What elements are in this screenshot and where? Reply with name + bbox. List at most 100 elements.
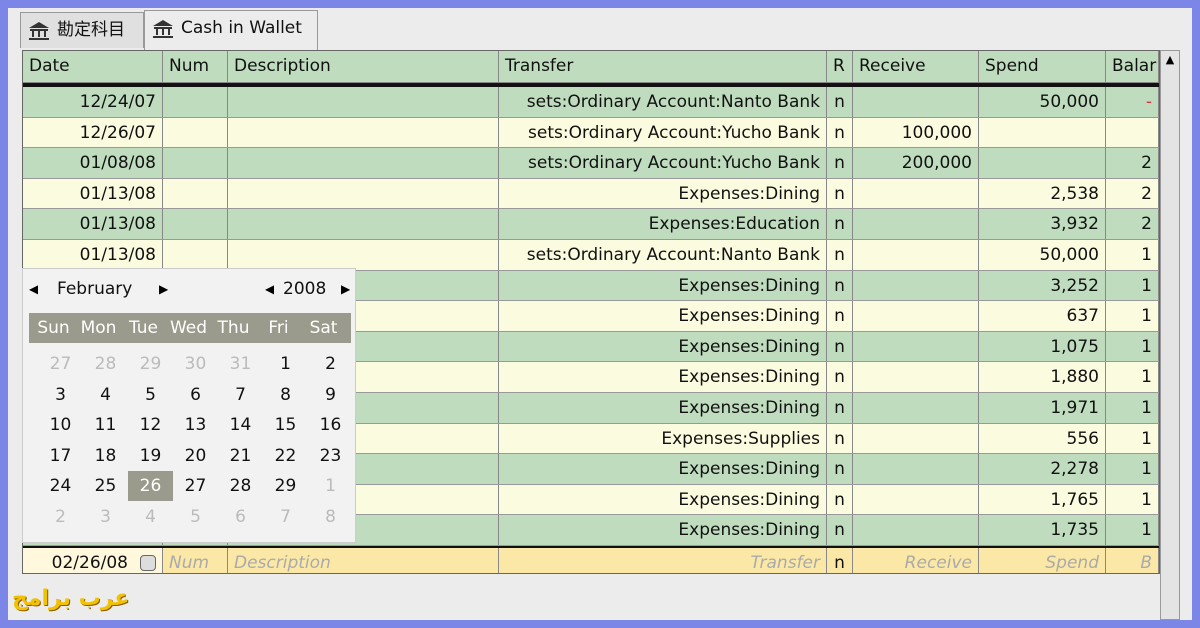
entry-field[interactable]: Num — [163, 548, 228, 573]
day[interactable]: 10 — [49, 415, 72, 435]
register-row[interactable]: 12/26/07 sets:Ordinary Account:Yucho Bank… — [23, 117, 1159, 149]
cell: 3,932 — [979, 209, 1106, 239]
entry-row[interactable]: 02/26/08 Num Description Transfer n Receive Sp… — [23, 546, 1159, 573]
register-row[interactable]: 01/13/08 sets:Ordinary Account:Nanto Bank… — [23, 240, 1159, 271]
day[interactable]: 21 — [229, 445, 252, 466]
day[interactable]: 9 — [325, 384, 336, 405]
cell — [163, 117, 228, 148]
day[interactable]: 28 — [229, 476, 252, 496]
day[interactable]: 27 — [49, 354, 72, 374]
cell: 200,000 — [853, 148, 979, 178]
day[interactable]: 16 — [319, 415, 342, 435]
day[interactable]: 7 — [280, 506, 291, 527]
entry-field[interactable]: Receive — [853, 548, 979, 573]
day[interactable]: 31 — [229, 354, 252, 374]
register-row[interactable]: 01/13/08 Expenses:Dining n 2,538 2 — [23, 178, 1159, 210]
cell: 2,278 — [979, 454, 1106, 484]
day[interactable]: 20 — [184, 445, 207, 466]
cell — [853, 178, 979, 209]
cell — [228, 423, 499, 454]
day[interactable]: 12 — [139, 415, 162, 435]
day[interactable]: 8 — [280, 384, 291, 405]
register-row[interactable]: Expenses:Dining n 1,075 1 — [23, 331, 1159, 363]
day[interactable]: 6 — [190, 384, 201, 405]
day[interactable]: 19 — [139, 445, 162, 466]
day[interactable]: 1 — [280, 354, 291, 374]
day[interactable]: 25 — [94, 476, 117, 496]
day[interactable]: 14 — [229, 415, 252, 435]
tab-active[interactable]: Cash in Wallet — [144, 10, 318, 50]
day[interactable]: 13 — [184, 415, 207, 435]
day[interactable]: 5 — [145, 384, 156, 405]
tab-label: Cash in Wallet — [181, 18, 302, 38]
day[interactable]: 17 — [49, 445, 72, 466]
cell: 1 — [1106, 301, 1159, 331]
cell: Expenses:Dining — [499, 178, 827, 209]
day[interactable]: 15 — [274, 415, 297, 435]
register-row[interactable]: 12/24/07 sets:Ordinary Account:Nanto Bank… — [23, 87, 1159, 118]
cell: 1,971 — [979, 393, 1106, 423]
register: Date Num Description Transfer R Receive Spend B… — [22, 50, 1160, 574]
day[interactable]: 4 — [145, 506, 156, 527]
cell — [228, 148, 499, 178]
cell — [163, 178, 228, 209]
day[interactable]: 5 — [190, 506, 201, 527]
entry-field[interactable]: 02/26/08 — [23, 548, 163, 573]
cell — [853, 240, 979, 270]
cell: - — [1106, 87, 1159, 117]
day[interactable]: 22 — [274, 445, 297, 466]
calendar-button[interactable] — [140, 555, 156, 571]
prev-year[interactable]: ◀ — [265, 282, 275, 296]
day[interactable]: 28 — [94, 354, 117, 374]
next-year[interactable]: ▶ — [341, 282, 351, 296]
weekday: Sat — [309, 318, 338, 338]
day[interactable]: 1 — [325, 476, 336, 496]
day[interactable]: 24 — [49, 476, 72, 496]
day[interactable]: 11 — [94, 415, 117, 435]
cell: Expenses:Dining — [499, 331, 827, 362]
register-row[interactable]: 01/08/08 sets:Ordinary Account:Yucho Bank… — [23, 148, 1159, 179]
entry-field[interactable]: n — [827, 548, 853, 573]
scroll-up[interactable]: ▲ — [1165, 53, 1175, 66]
next-month[interactable]: ▶ — [159, 282, 169, 296]
weekday-bar — [29, 313, 351, 343]
entry-field[interactable]: Spend — [979, 548, 1106, 573]
entry-field[interactable]: Description — [228, 548, 499, 573]
day[interactable]: 4 — [100, 384, 111, 405]
day[interactable]: 6 — [235, 506, 246, 527]
entry-field[interactable]: Transfer — [499, 548, 827, 573]
cell — [163, 209, 228, 239]
day[interactable]: 26 — [128, 471, 173, 501]
calendar-popup: ◀ February ▶ ◀ 2008 ▶ Sun Mon Tue Wed Thu Fri Sat 27 2… — [22, 268, 356, 543]
cell: n — [827, 362, 853, 392]
day[interactable]: 27 — [184, 476, 207, 496]
entry-field[interactable]: B — [1106, 548, 1159, 573]
day[interactable]: 3 — [100, 506, 111, 527]
day[interactable]: 29 — [274, 476, 297, 496]
cell: 01/08/08 — [23, 148, 163, 178]
day[interactable]: 7 — [235, 384, 246, 405]
day[interactable]: 29 — [139, 354, 162, 374]
day[interactable]: 18 — [94, 445, 117, 466]
header-rule — [23, 83, 1159, 87]
prev-month[interactable]: ◀ — [29, 282, 39, 296]
cell: n — [827, 148, 853, 178]
cell — [853, 454, 979, 484]
tab[interactable]: 勘定科目 — [20, 12, 144, 48]
cell: 2 — [1106, 178, 1159, 209]
cell — [163, 148, 228, 178]
cell: 100,000 — [853, 117, 979, 148]
day[interactable]: 8 — [325, 506, 336, 527]
day[interactable]: 3 — [55, 384, 66, 405]
cell: sets:Ordinary Account:Yucho Bank — [499, 148, 827, 178]
day[interactable]: 2 — [325, 354, 336, 374]
column-header: R — [827, 51, 853, 83]
cell: n — [827, 423, 853, 454]
register-row[interactable]: 01/13/08 Expenses:Education n 3,932 2 — [23, 209, 1159, 240]
day[interactable]: 23 — [319, 445, 342, 466]
day[interactable]: 2 — [55, 506, 66, 527]
cell — [163, 240, 228, 270]
scrollbar[interactable]: ▲ — [1160, 50, 1180, 620]
day[interactable]: 30 — [184, 354, 207, 374]
